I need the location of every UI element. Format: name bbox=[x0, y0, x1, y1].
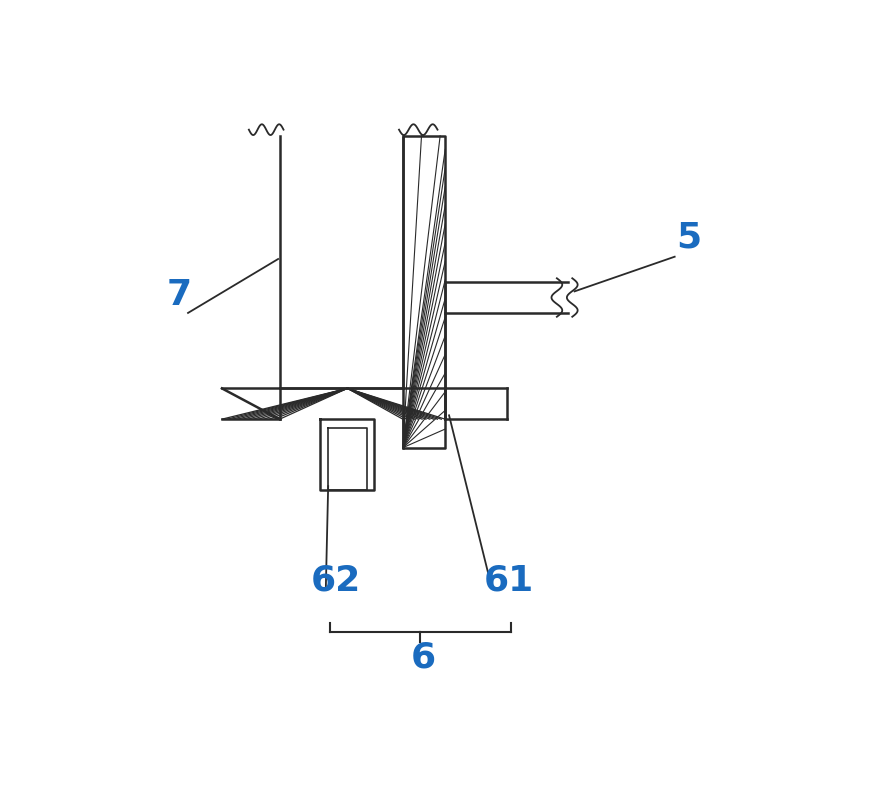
Text: 61: 61 bbox=[483, 563, 534, 597]
Text: 62: 62 bbox=[310, 563, 360, 597]
Text: 7: 7 bbox=[166, 278, 191, 312]
Text: 6: 6 bbox=[410, 640, 435, 674]
Text: 5: 5 bbox=[676, 221, 701, 255]
